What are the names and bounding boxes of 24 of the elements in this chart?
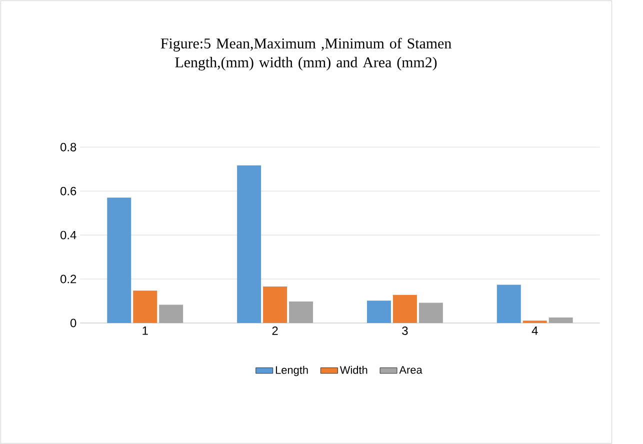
y-tick-label: 0.4 <box>60 230 76 240</box>
bar <box>159 304 184 323</box>
y-tick-label: 0.6 <box>60 186 76 196</box>
bar <box>366 300 391 323</box>
bar <box>392 294 417 323</box>
y-tick-label: 0.8 <box>60 142 76 152</box>
y-tick-label: 0.2 <box>60 274 76 284</box>
y-tick-label: 0 <box>70 318 76 328</box>
bar <box>107 198 132 323</box>
x-tick-label: 1 <box>142 326 148 335</box>
bar <box>263 286 288 323</box>
x-tick-label: 4 <box>532 326 538 335</box>
bar <box>548 317 573 323</box>
chart-title: Figure:5 Mean,Maximum ,Minimum of Stamen Length,(mm) width (mm) and Area (mm2) <box>160 38 452 70</box>
bar <box>237 165 262 323</box>
x-tick-label: 3 <box>402 326 408 335</box>
legend-label: Area <box>399 366 422 374</box>
legend-label: Width <box>340 366 368 374</box>
bar <box>496 284 521 323</box>
bar <box>289 301 313 323</box>
x-tick-label: 2 <box>272 326 278 335</box>
bar <box>133 290 158 323</box>
bar <box>418 302 443 323</box>
legend-label: Length <box>276 366 308 376</box>
